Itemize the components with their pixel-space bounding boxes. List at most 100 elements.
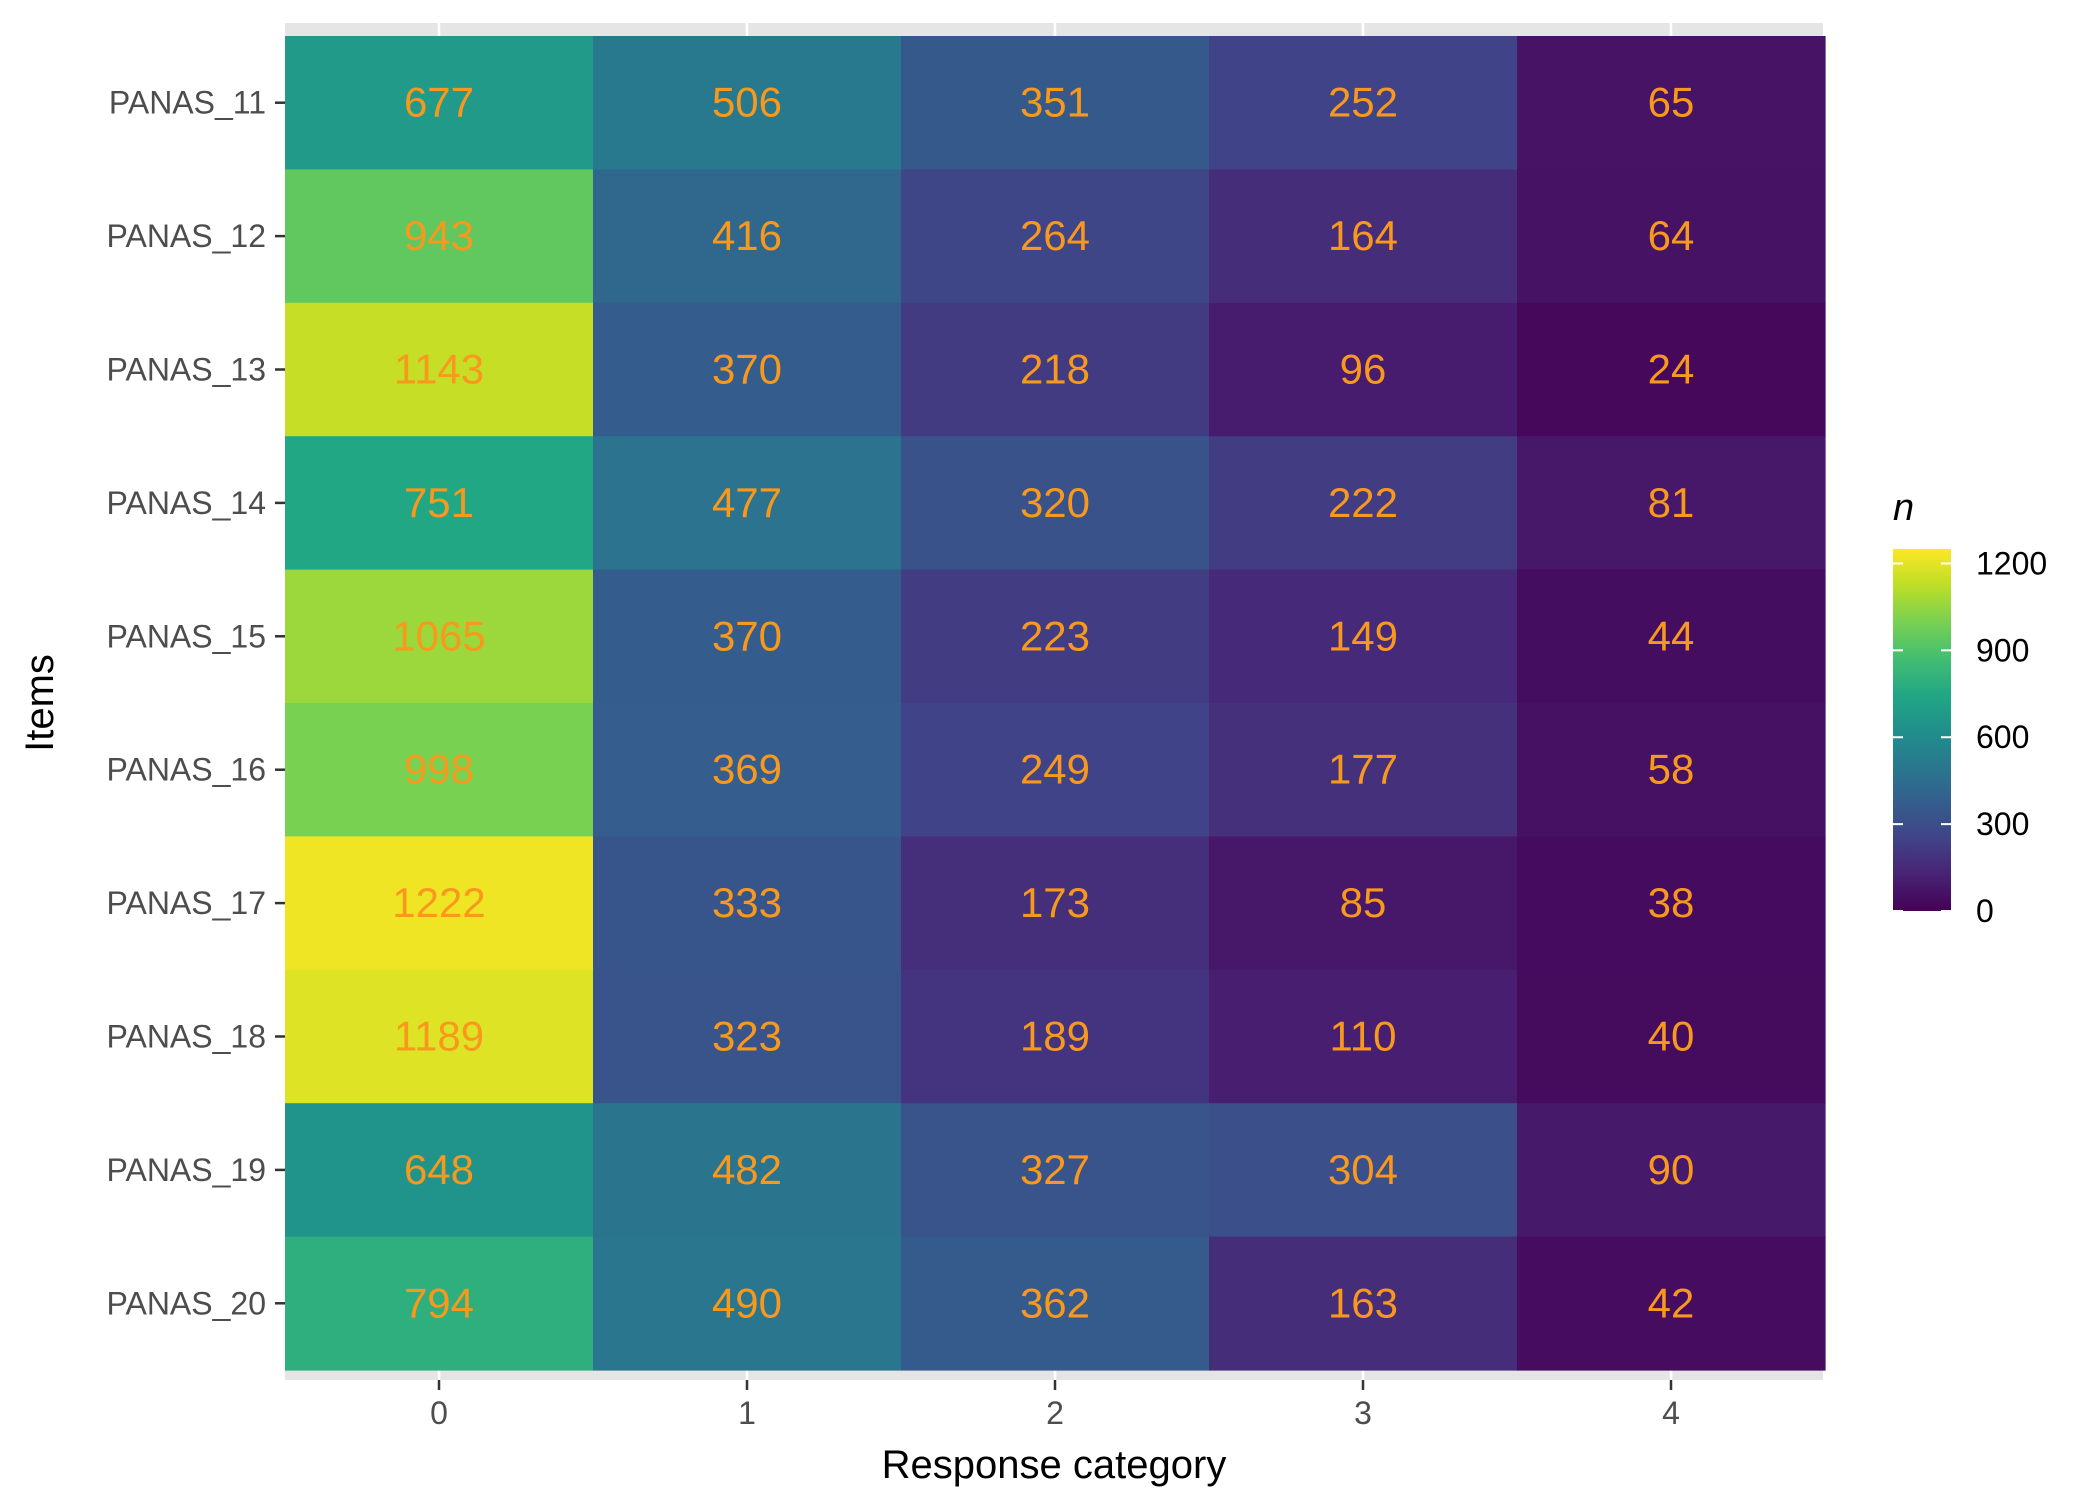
y-tick-label: PANAS_14 [107, 485, 267, 521]
heatmap-cell [901, 836, 1210, 971]
y-tick-label: PANAS_16 [107, 752, 267, 788]
heatmap-cell [285, 1103, 594, 1238]
cell-labels: 677 506 351 252 65 943 416 264 164 64 1143 370 218 96… [392, 79, 1694, 1327]
heatmap-cell [1517, 36, 1826, 170]
y-tick-label: PANAS_18 [107, 1019, 267, 1055]
cell-value-label: 998 [404, 746, 474, 793]
cell-value-label: 323 [712, 1013, 782, 1060]
cell-value-label: 794 [404, 1279, 474, 1326]
cell-value-label: 40 [1648, 1013, 1695, 1060]
heatmap-cell [1209, 836, 1518, 971]
heatmap-cell [285, 836, 594, 971]
cell-value-label: 249 [1020, 746, 1090, 793]
legend-colorbar [1893, 549, 1951, 911]
cell-value-label: 677 [404, 79, 474, 126]
x-tick-label: 3 [1354, 1395, 1372, 1431]
heatmap-cell [1209, 169, 1518, 304]
heatmap-cell [593, 836, 902, 971]
cell-value-label: 218 [1020, 346, 1090, 393]
heatmap-cell [285, 436, 594, 571]
cell-value-label: 477 [712, 479, 782, 526]
y-axis: PANAS_11 PANAS_12 PANAS_13 PANAS_14 PANAS_15… [107, 85, 285, 1321]
cell-value-label: 333 [712, 879, 782, 926]
heatmap-cell [593, 703, 902, 837]
heatmap-cell [1209, 36, 1518, 170]
cell-value-label: 1143 [394, 346, 484, 393]
cell-value-label: 164 [1328, 212, 1398, 259]
cell-value-label: 189 [1020, 1013, 1090, 1060]
cell-value-label: 222 [1328, 479, 1398, 526]
heatmap-cell [1517, 703, 1826, 837]
y-tick-label: PANAS_11 [109, 85, 266, 121]
cell-value-label: 351 [1020, 79, 1090, 126]
heatmap-cell [285, 969, 594, 1104]
cell-value-label: 1189 [394, 1013, 484, 1060]
cell-value-label: 416 [712, 212, 782, 259]
heatmap-cell [1209, 436, 1518, 571]
x-tick-label: 0 [430, 1395, 448, 1431]
y-tick-label: PANAS_12 [107, 218, 267, 254]
heatmap-cell [1209, 1236, 1518, 1371]
cell-value-label: 490 [712, 1279, 782, 1326]
legend-tick-label: 600 [1976, 719, 2029, 755]
cell-value-label: 64 [1648, 212, 1695, 259]
heatmap-cell [593, 169, 902, 304]
heatmap-cell [1517, 569, 1826, 704]
cell-value-label: 370 [712, 346, 782, 393]
x-tick-label: 1 [738, 1395, 756, 1431]
cell-value-label: 24 [1648, 346, 1695, 393]
cell-value-label: 252 [1328, 79, 1398, 126]
cell-value-label: 482 [712, 1146, 782, 1193]
cell-value-label: 163 [1328, 1279, 1398, 1326]
heatmap-cell [593, 1103, 902, 1238]
cell-value-label: 65 [1648, 79, 1695, 126]
x-tick-label: 4 [1662, 1395, 1680, 1431]
y-tick-label: PANAS_17 [107, 885, 267, 921]
heatmap-cell [285, 1236, 594, 1371]
heatmap-cell [901, 969, 1210, 1104]
heatmap-cell [1209, 569, 1518, 704]
cell-value-label: 943 [404, 212, 474, 259]
cell-value-label: 264 [1020, 212, 1090, 259]
cell-value-label: 177 [1328, 746, 1398, 793]
heatmap-cell [901, 436, 1210, 571]
y-tick-label: PANAS_20 [107, 1285, 267, 1321]
cell-value-label: 304 [1328, 1146, 1398, 1193]
y-axis-title: Items [18, 654, 62, 752]
heatmap-cell [1517, 436, 1826, 571]
x-tick-label: 2 [1046, 1395, 1064, 1431]
cell-value-label: 648 [404, 1146, 474, 1193]
heatmap-cell [1517, 969, 1826, 1104]
heatmap-cell [285, 169, 594, 304]
heatmap-cells [285, 36, 1826, 1371]
heatmap-cell [1209, 969, 1518, 1104]
legend-tick-label: 1200 [1976, 545, 2047, 581]
cell-value-label: 96 [1340, 346, 1387, 393]
heatmap-cell [593, 302, 902, 437]
heatmap-cell [1209, 703, 1518, 837]
heatmap-cell [285, 569, 594, 704]
y-tick-label: PANAS_19 [107, 1152, 267, 1188]
cell-value-label: 38 [1648, 879, 1695, 926]
heatmap-cell [1209, 302, 1518, 437]
heatmap-cell [593, 36, 902, 170]
heatmap-cell [593, 1236, 902, 1371]
legend-title: n [1893, 487, 1914, 529]
heatmap-cell [593, 569, 902, 704]
cell-value-label: 58 [1648, 746, 1695, 793]
heatmap-cell [901, 1103, 1210, 1238]
cell-value-label: 1222 [392, 879, 485, 926]
heatmap-cell [285, 703, 594, 837]
heatmap-cell [285, 302, 594, 437]
cell-value-label: 149 [1328, 612, 1398, 659]
heatmap-cell [901, 302, 1210, 437]
cell-value-label: 85 [1340, 879, 1387, 926]
x-axis: 0 1 2 3 4 [430, 1380, 1680, 1431]
cell-value-label: 42 [1648, 1279, 1695, 1326]
legend-tick-label: 900 [1976, 632, 2029, 668]
heatmap-cell [1209, 1103, 1518, 1238]
legend-tick-label: 0 [1976, 893, 1994, 929]
cell-value-label: 223 [1020, 612, 1090, 659]
